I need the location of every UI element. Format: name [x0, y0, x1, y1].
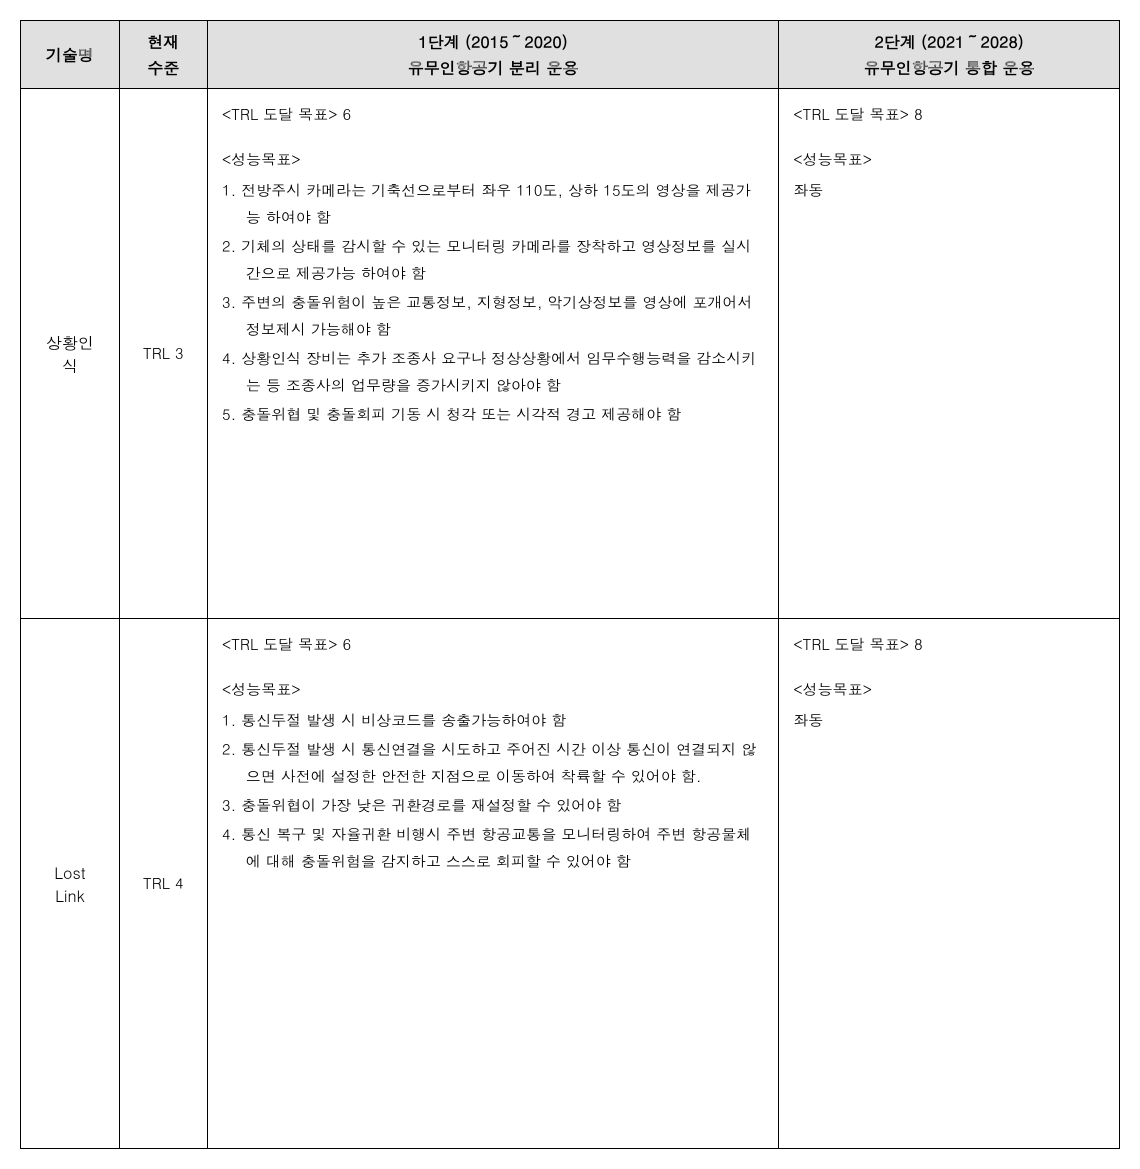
trl-goal-line: <TRL 도달 목표> 6 [222, 631, 764, 658]
performance-goal-item: 충돌위협 및 충돌회피 기동 시 청각 또는 시각적 경고 제공해야 함 [222, 401, 764, 428]
performance-goal-item: 충돌위협이 가장 낮은 귀환경로를 재설정할 수 있어야 함 [222, 792, 764, 819]
phase2-cell: <TRL 도달 목표> 8 <성능목표> 좌동 [779, 619, 1120, 1149]
tech-name-text: Lost [54, 861, 86, 884]
performance-goal-item: 주변의 충돌위험이 높은 교통정보, 지형정보, 악기상정보를 영상에 포개어서… [222, 289, 764, 343]
performance-goal-label: <성능목표> [222, 146, 764, 173]
table-row: 상황인식TRL 3<TRL 도달 목표> 6<성능목표>전방주시 카메라는 기축… [21, 89, 1120, 619]
header-text: 유무인항공기 분리 운용 [408, 56, 579, 79]
performance-goal-item: 통신두절 발생 시 통신연결을 시도하고 주어진 시간 이상 통신이 연결되지 … [222, 736, 764, 790]
tech-name-text: 상황인 [46, 331, 94, 354]
trl-goal-line: <TRL 도달 목표> 8 [793, 101, 1105, 128]
same-as-left-text: 좌동 [793, 177, 1105, 204]
trl-goal-line: <TRL 도달 목표> 6 [222, 101, 764, 128]
header-text: 1단계 (2015～2020) [418, 30, 567, 53]
trl-goal-line: <TRL 도달 목표> 8 [793, 631, 1105, 658]
performance-goal-label: <성능목표> [222, 676, 764, 703]
performance-goal-item: 통신두절 발생 시 비상코드를 송출가능하여야 함 [222, 707, 764, 734]
header-text: 수준 [147, 56, 179, 79]
trl-roadmap-table: 기술명 현재 수준 1단계 (2015～2020) 유무인항공기 분리 운용 2… [20, 20, 1120, 1149]
tech-name-text: 식 [62, 354, 78, 377]
current-level-cell: TRL 4 [119, 619, 207, 1149]
performance-goal-item: 기체의 상태를 감시할 수 있는 모니터링 카메라를 장착하고 영상정보를 실시… [222, 233, 764, 287]
tech-name-text: Link [55, 884, 85, 907]
performance-goals-list: 통신두절 발생 시 비상코드를 송출가능하여야 함통신두절 발생 시 통신연결을… [222, 707, 764, 875]
phase1-cell: <TRL 도달 목표> 6 <성능목표> 전방주시 카메라는 기축선으로부터 좌우 … [207, 89, 778, 619]
performance-goal-label: <성능목표> [793, 676, 1105, 703]
performance-goal-item: 상황인식 장비는 추가 조종사 요구나 정상상황에서 임무수행능력을 감소시키는… [222, 345, 764, 399]
header-current-level: 현재 수준 [119, 21, 207, 89]
performance-goal-label: <성능목표> [793, 146, 1105, 173]
header-text: 현재 [147, 30, 179, 53]
header-phase1: 1단계 (2015～2020) 유무인항공기 분리 운용 [207, 21, 778, 89]
performance-goals-list: 전방주시 카메라는 기축선으로부터 좌우 110도, 상하 15도의 영상을 제… [222, 177, 764, 428]
performance-goal-item: 전방주시 카메라는 기축선으로부터 좌우 110도, 상하 15도의 영상을 제… [222, 177, 764, 231]
header-tech-name: 기술명 [21, 21, 120, 89]
table-row: LostLinkTRL 4<TRL 도달 목표> 6<성능목표>통신두절 발생 … [21, 619, 1120, 1149]
header-text: 유무인항공기 통합 운용 [864, 56, 1035, 79]
header-text: 2단계 (2021～2028) [875, 30, 1024, 53]
current-level-cell: TRL 3 [119, 89, 207, 619]
same-as-left-text: 좌동 [793, 707, 1105, 734]
phase2-cell: <TRL 도달 목표> 8 <성능목표> 좌동 [779, 89, 1120, 619]
header-phase2: 2단계 (2021～2028) 유무인항공기 통합 운용 [779, 21, 1120, 89]
performance-goal-item: 통신 복구 및 자율귀환 비행시 주변 항공교통을 모니터링하여 주변 항공물체… [222, 821, 764, 875]
table-header-row: 기술명 현재 수준 1단계 (2015～2020) 유무인항공기 분리 운용 2… [21, 21, 1120, 89]
header-text: 기술명 [46, 43, 94, 66]
phase1-cell: <TRL 도달 목표> 6 <성능목표> 통신두절 발생 시 비상코드를 송출가능하… [207, 619, 778, 1149]
tech-name-cell: LostLink [21, 619, 120, 1149]
table-body: 상황인식TRL 3<TRL 도달 목표> 6<성능목표>전방주시 카메라는 기축… [21, 89, 1120, 1149]
tech-name-cell: 상황인식 [21, 89, 120, 619]
